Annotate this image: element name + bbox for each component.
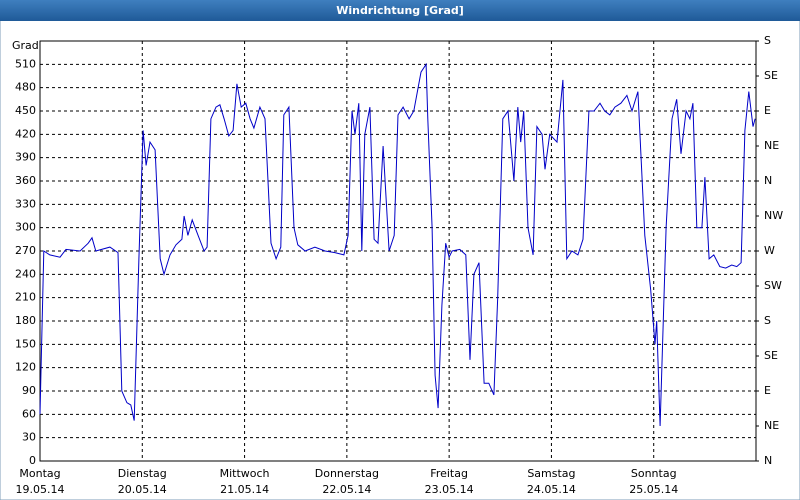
y2-tick-label: SE [764,349,778,362]
x-tick-label: 21.05.14 [220,483,269,496]
y2-tick-label: E [764,384,771,397]
x-tick-label: Freitag [430,467,468,480]
y-tick-label: 450 [15,104,36,117]
data-line [39,62,756,427]
y2-tick-label: W [764,244,775,257]
y2-tick-label: NE [764,419,779,432]
x-tick-label: Dienstag [118,467,167,480]
y-tick-label: 0 [29,454,36,467]
y-tick-label: 240 [15,267,36,280]
y-tick-label: 90 [22,384,36,397]
x-tick-label: Montag [19,467,60,480]
y2-tick-label: S [764,314,771,327]
x-tick-label: 22.05.14 [322,483,371,496]
y-tick-label: 150 [15,337,36,350]
x-tick-label: Samstag [527,467,575,480]
y2-tick-label: N [764,174,772,187]
y-tick-label: 510 [15,57,36,70]
x-tick-label: Mittwoch [220,467,270,480]
y-axis-label: Grad [12,39,39,52]
x-tick-label: 19.05.14 [16,483,65,496]
x-tick-label: 20.05.14 [118,483,167,496]
x-tick-label: Sonntag [631,467,677,480]
y2-tick-label: E [764,104,771,117]
x-tick-label: Donnerstag [315,467,379,480]
y-tick-label: 390 [15,151,36,164]
y2-tick-label: SW [764,279,782,292]
y-tick-label: 300 [15,221,36,234]
y-tick-label: 270 [15,244,36,257]
x-tick-label: 23.05.14 [425,483,474,496]
y2-tick-label: S [764,34,771,47]
chart-title: Windrichtung [Grad] [336,4,464,17]
y-tick-label: 120 [15,361,36,374]
y-tick-label: 420 [15,127,36,140]
y-tick-label: 480 [15,81,36,94]
x-tick-label: 25.05.14 [629,483,678,496]
x-tick-label: 24.05.14 [527,483,576,496]
y2-tick-label: NW [764,209,783,222]
y2-tick-label: SE [764,69,778,82]
y-tick-label: 180 [15,314,36,327]
y-tick-label: 30 [22,431,36,444]
y-tick-label: 210 [15,291,36,304]
y-tick-label: 360 [15,174,36,187]
title-bar [0,0,800,21]
y-tick-label: 330 [15,197,36,210]
y-tick-label: 60 [22,407,36,420]
y2-tick-label: NE [764,139,779,152]
y2-tick-label: N [764,454,772,467]
